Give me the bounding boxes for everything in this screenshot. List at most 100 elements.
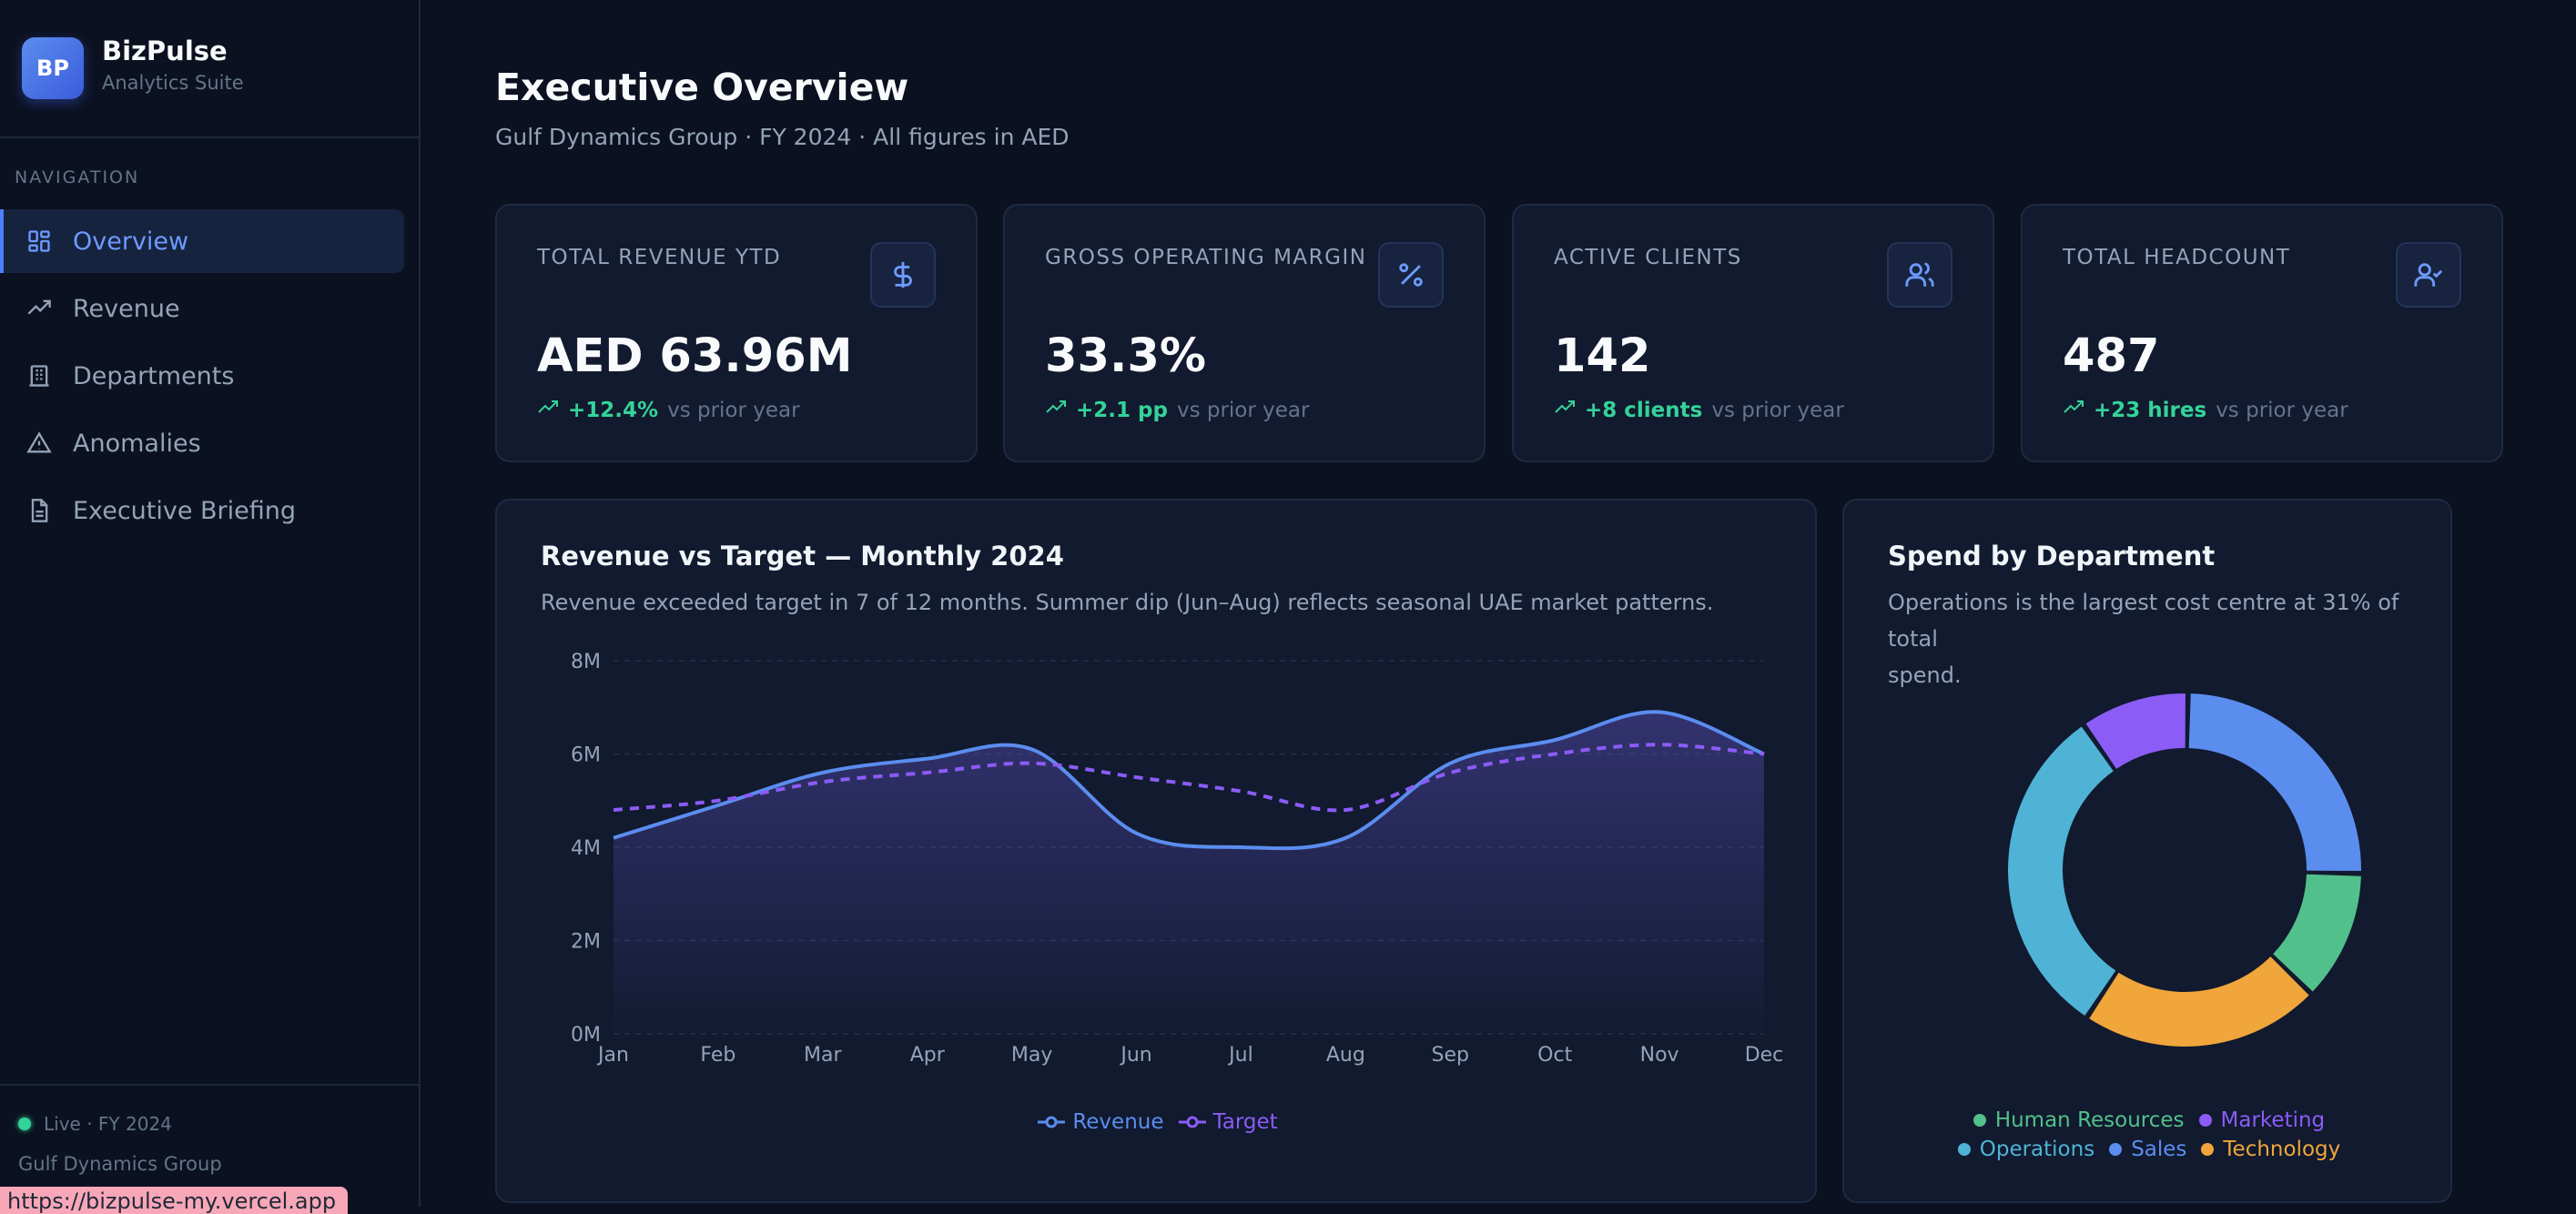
data-point-target[interactable]	[1549, 749, 1560, 760]
status-dot-icon	[18, 1118, 31, 1130]
donut-slice-sales[interactable]	[2188, 693, 2361, 871]
kpi-value: 142	[1554, 329, 1651, 383]
kpi-delta-caption: vs prior year	[2216, 399, 2348, 422]
y-tick-label: 6M	[571, 744, 601, 767]
data-point-revenue[interactable]	[922, 754, 933, 764]
brand-subtitle: Analytics Suite	[102, 72, 244, 94]
data-point-target[interactable]	[713, 795, 724, 806]
data-point-target[interactable]	[1340, 804, 1351, 815]
y-tick-label: 4M	[571, 837, 601, 860]
legend-item-human-resources[interactable]: Human Resources	[1973, 1108, 2185, 1132]
data-point-revenue[interactable]	[1654, 706, 1665, 717]
data-point-revenue[interactable]	[1235, 842, 1246, 853]
dollar-icon	[870, 242, 936, 308]
status-url-tooltip: https://bizpulse-my.vercel.app	[0, 1187, 348, 1214]
x-tick-label: Feb	[700, 1044, 735, 1067]
kpi-delta-caption: vs prior year	[1711, 399, 1844, 422]
x-tick-label: Jul	[1227, 1044, 1253, 1067]
kpi-delta-value: +23 hires	[2094, 399, 2207, 422]
donut-slice-human-resources[interactable]	[2273, 874, 2361, 992]
nav-item-revenue[interactable]: Revenue	[0, 277, 404, 340]
data-point-target[interactable]	[1654, 739, 1665, 750]
sidebar-footer: Live · FY 2024 Gulf Dynamics Group	[0, 1084, 419, 1175]
kpi-label: ACTIVE CLIENTS	[1554, 246, 1742, 269]
legend-label: Technology	[2223, 1138, 2341, 1161]
building-icon	[25, 362, 53, 389]
legend-label: Sales	[2131, 1138, 2187, 1161]
nav-item-label: Departments	[73, 361, 235, 390]
nav-item-anomalies[interactable]: Anomalies	[0, 411, 404, 475]
data-point-target[interactable]	[817, 776, 828, 787]
nav-item-overview[interactable]: Overview	[0, 209, 404, 273]
panel-title: Spend by Department	[1888, 541, 2216, 572]
data-point-revenue[interactable]	[608, 833, 619, 844]
spend-chart-panel: Spend by Department Operations is the la…	[1842, 499, 2452, 1203]
live-status-text: Live · FY 2024	[44, 1113, 172, 1135]
trending-up-icon	[2063, 397, 2084, 424]
legend-dot-icon	[2201, 1143, 2215, 1156]
kpi-label: GROSS OPERATING MARGIN	[1045, 246, 1367, 269]
legend-item-revenue[interactable]: Revenue	[1038, 1110, 1164, 1134]
x-tick-label: Nov	[1640, 1044, 1679, 1067]
kpi-card-headcount: TOTAL HEADCOUNT 487 +23 hires vs prior y…	[2021, 204, 2503, 462]
data-point-revenue[interactable]	[1027, 744, 1038, 754]
legend-dot-icon	[1973, 1114, 1986, 1127]
donut-slice-marketing[interactable]	[2085, 693, 2186, 769]
kpi-value: 33.3%	[1045, 329, 1206, 383]
brand: BP BizPulse Analytics Suite	[0, 0, 419, 138]
legend-line-icon	[1038, 1116, 1066, 1128]
legend-item-operations[interactable]: Operations	[1957, 1138, 2094, 1161]
trending-up-icon	[537, 397, 559, 424]
spend-donut-chart	[2008, 693, 2361, 1047]
sidebar: BP BizPulse Analytics Suite NAVIGATION O…	[0, 0, 421, 1214]
kpi-label: TOTAL HEADCOUNT	[2063, 246, 2291, 269]
nav-item-executive-briefing[interactable]: Executive Briefing	[0, 479, 404, 542]
legend-item-target[interactable]: Target	[1178, 1110, 1278, 1134]
kpi-value: AED 63.96M	[537, 329, 853, 383]
data-point-target[interactable]	[1445, 767, 1455, 778]
nav-section-label: NAVIGATION	[15, 167, 140, 187]
data-point-revenue[interactable]	[1131, 828, 1142, 839]
data-point-target[interactable]	[1027, 758, 1038, 769]
legend-dot-icon	[2109, 1143, 2123, 1156]
data-point-revenue[interactable]	[817, 767, 828, 778]
data-point-target[interactable]	[1235, 786, 1246, 797]
users-icon	[1887, 242, 1952, 308]
kpi-value: 487	[2063, 329, 2160, 383]
logo[interactable]: BP	[22, 37, 84, 99]
dashboard-icon	[25, 228, 53, 255]
series-line-revenue[interactable]	[613, 710, 1765, 851]
legend-item-marketing[interactable]: Marketing	[2198, 1108, 2325, 1132]
x-tick-label: May	[1011, 1044, 1052, 1067]
x-tick-label: Sep	[1432, 1044, 1469, 1067]
y-tick-label: 8M	[571, 651, 601, 673]
data-point-target[interactable]	[1759, 749, 1770, 760]
series-line-target[interactable]	[613, 743, 1765, 813]
live-status: Live · FY 2024	[18, 1113, 419, 1135]
data-point-revenue[interactable]	[1340, 833, 1351, 844]
y-tick-label: 0M	[571, 1024, 601, 1047]
x-tick-label: Mar	[804, 1044, 842, 1067]
x-tick-label: Aug	[1326, 1044, 1365, 1067]
kpi-delta-value: +2.1 pp	[1076, 399, 1168, 422]
trending-up-icon	[1554, 397, 1576, 424]
x-tick-label: Oct	[1537, 1044, 1572, 1067]
legend-item-sales[interactable]: Sales	[2109, 1138, 2186, 1161]
donut-slice-technology[interactable]	[2089, 956, 2309, 1047]
nav-item-departments[interactable]: Departments	[0, 344, 404, 408]
percent-icon	[1378, 242, 1444, 308]
kpi-delta: +12.4% vs prior year	[537, 397, 800, 424]
data-point-target[interactable]	[922, 767, 933, 778]
data-point-revenue[interactable]	[1549, 734, 1560, 745]
panel-description-line: spend.	[1888, 663, 1962, 688]
legend-item-technology[interactable]: Technology	[2201, 1138, 2340, 1161]
data-point-revenue[interactable]	[1445, 758, 1455, 769]
nav-menu: Overview Revenue Departments Anomalies E…	[0, 209, 419, 542]
data-point-target[interactable]	[608, 804, 619, 815]
alert-triangle-icon	[25, 430, 53, 457]
donut-slice-operations[interactable]	[2008, 726, 2116, 1017]
trending-up-icon	[25, 295, 53, 322]
kpi-card-revenue: TOTAL REVENUE YTD AED 63.96M +12.4% vs p…	[495, 204, 978, 462]
kpi-delta-value: +8 clients	[1585, 399, 1703, 422]
data-point-target[interactable]	[1131, 772, 1142, 783]
